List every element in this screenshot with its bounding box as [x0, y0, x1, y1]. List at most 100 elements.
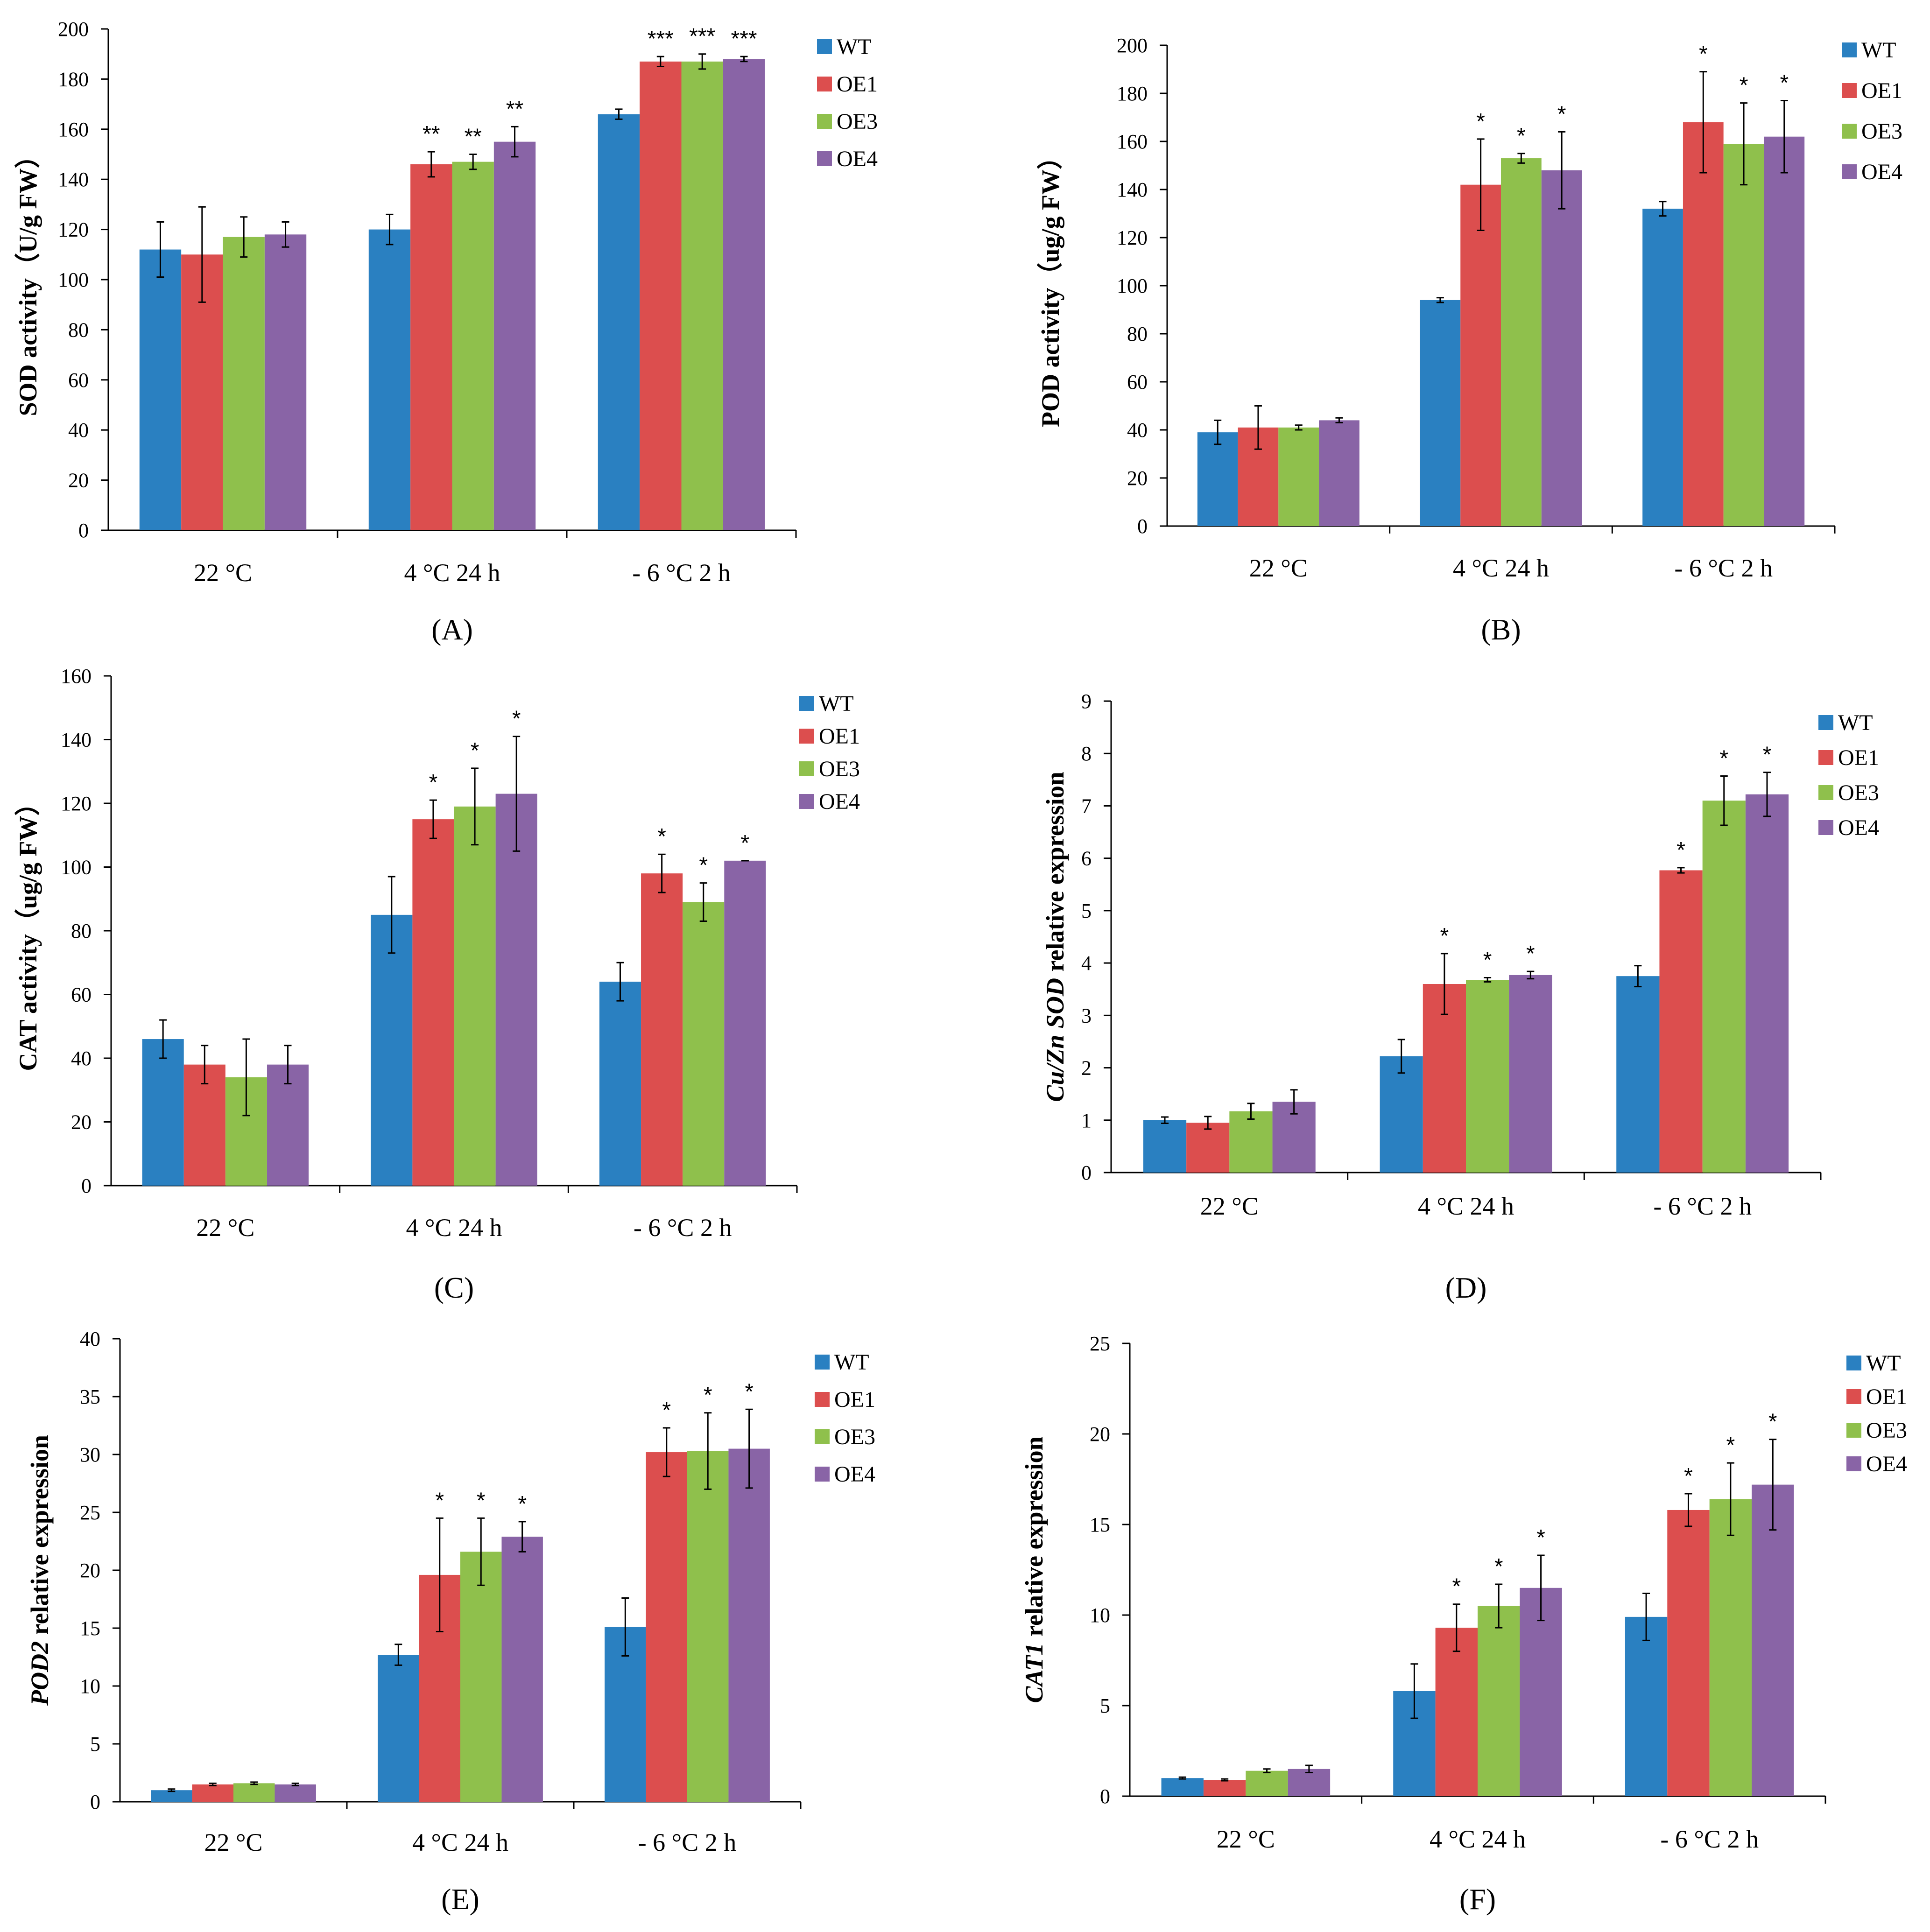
category-label: 4 °C 24 h: [1430, 1825, 1526, 1853]
legend-label-WT: WT: [1838, 710, 1873, 735]
panel-label-A: (A): [431, 613, 473, 646]
y-tick-label: 80: [71, 920, 92, 942]
bar-OE4-1: [1541, 170, 1582, 526]
bar-OE1-2: [640, 61, 682, 530]
significance-mark: *: [1557, 102, 1566, 126]
legend-swatch-OE1: [1842, 83, 1857, 98]
y-tick-label: 40: [1127, 419, 1148, 442]
legend-label-OE4: OE4: [834, 1462, 875, 1487]
y-tick-label: 40: [68, 419, 89, 442]
significance-mark: *: [1780, 70, 1789, 95]
legend-swatch-OE4: [815, 1467, 830, 1482]
y-tick-label: 3: [1081, 1004, 1092, 1027]
bar-OE4-1: [501, 1537, 543, 1802]
legend-swatch-OE1: [817, 77, 832, 91]
legend-swatch-WT: [1846, 1356, 1861, 1370]
significance-mark: *: [477, 1488, 486, 1513]
bar-OE3-1: [460, 1552, 502, 1802]
legend-swatch-OE3: [815, 1429, 830, 1444]
significance-mark: *: [662, 1398, 671, 1423]
bar-OE4-0: [1319, 420, 1359, 526]
legend-label-OE3: OE3: [1838, 780, 1879, 805]
y-tick-label: 20: [68, 469, 89, 492]
y-tick-label: 10: [1090, 1604, 1110, 1627]
significance-mark: *: [699, 853, 708, 878]
significance-mark: *: [704, 1383, 712, 1408]
y-tick-label: 5: [90, 1733, 100, 1756]
chart-panel-F: 0 5 10 15 20 25 22 °C * * * 4 °C 24 h * * * - 6 °C 2 h…: [1020, 1332, 1907, 1916]
y-tick-label: 25: [1090, 1332, 1110, 1355]
significance-mark: *: [1494, 1554, 1503, 1579]
y-tick-label: 40: [80, 1328, 100, 1350]
y-tick-label: 140: [1117, 178, 1148, 201]
y-axis-title-part: Cu/Zn SOD: [1041, 978, 1069, 1102]
category-label: - 6 °C 2 h: [1674, 554, 1773, 582]
bar-OE3-0: [223, 237, 265, 531]
category-label: 22 °C: [1200, 1192, 1259, 1220]
bar-OE1-1: [410, 164, 452, 531]
bar-OE3-2: [687, 1451, 729, 1802]
y-tick-label: 9: [1081, 690, 1092, 713]
bar-WT-1: [1380, 1056, 1423, 1173]
y-tick-label: 20: [71, 1111, 92, 1134]
y-tick-label: 30: [80, 1443, 100, 1466]
legend-swatch-WT: [817, 39, 832, 54]
y-axis-title: Cu/Zn SOD relative expression: [1041, 772, 1069, 1102]
significance-mark: **: [506, 97, 523, 121]
bar-OE4-1: [1509, 975, 1552, 1173]
significance-mark: ***: [689, 24, 715, 49]
panel-label-D: (D): [1445, 1271, 1487, 1304]
significance-mark: *: [1740, 73, 1748, 98]
legend-label-WT: WT: [1866, 1351, 1901, 1376]
legend-label-OE4: OE4: [1861, 160, 1902, 184]
legend-label-OE1: OE1: [834, 1387, 875, 1412]
y-tick-label: 7: [1081, 794, 1092, 817]
bar-OE1-2: [1683, 122, 1724, 526]
panel-label-E: (E): [441, 1883, 479, 1916]
category-label: 22 °C: [1249, 554, 1308, 582]
bar-WT-1: [371, 914, 413, 1186]
significance-mark: *: [429, 770, 438, 795]
legend-label-OE1: OE1: [1838, 745, 1879, 770]
significance-mark: *: [1517, 124, 1526, 148]
bar-WT-0: [1161, 1778, 1204, 1796]
y-tick-label: 10: [80, 1675, 100, 1698]
bar-WT-2: [599, 982, 641, 1186]
significance-mark: *: [1476, 109, 1485, 134]
bar-WT-1: [368, 229, 411, 531]
legend-swatch-OE1: [1818, 750, 1833, 765]
y-axis-title-part: relative expression: [1041, 772, 1069, 978]
significance-mark: *: [1684, 1464, 1693, 1489]
bar-WT-2: [1642, 209, 1683, 526]
panel-label-C: (C): [434, 1271, 474, 1304]
bar-OE4-1: [493, 141, 536, 530]
category-label: 4 °C 24 h: [412, 1828, 508, 1856]
bar-OE3-1: [1478, 1606, 1520, 1796]
significance-mark: *: [1768, 1410, 1777, 1434]
y-tick-label: 100: [1117, 274, 1148, 297]
y-axis-title: POD2 relative expression: [26, 1435, 54, 1706]
bar-OE1-1: [412, 819, 454, 1186]
y-tick-label: 80: [1127, 323, 1148, 345]
significance-mark: *: [1483, 948, 1492, 973]
significance-mark: **: [465, 125, 482, 149]
category-label: 4 °C 24 h: [1418, 1192, 1514, 1220]
legend-swatch-OE4: [1846, 1456, 1861, 1471]
bar-OE3-2: [1709, 1499, 1752, 1796]
bar-OE4-2: [1745, 794, 1789, 1173]
legend-label-WT: WT: [834, 1350, 869, 1375]
y-tick-label: 140: [61, 729, 92, 752]
legend-label-OE3: OE3: [834, 1425, 875, 1449]
category-label: 4 °C 24 h: [1453, 554, 1549, 582]
significance-mark: *: [1676, 838, 1685, 863]
legend-swatch-OE3: [799, 761, 814, 776]
y-axis-title-part: CAT1: [1020, 1643, 1048, 1703]
bar-OE4-2: [724, 860, 766, 1186]
y-axis-title: CAT activity（ug/g FW）: [14, 791, 42, 1071]
bar-OE4-1: [1520, 1588, 1562, 1796]
y-tick-label: 180: [58, 68, 89, 91]
y-tick-label: 140: [58, 168, 89, 191]
bar-WT-0: [139, 249, 182, 530]
bar-OE1-1: [1423, 984, 1466, 1173]
